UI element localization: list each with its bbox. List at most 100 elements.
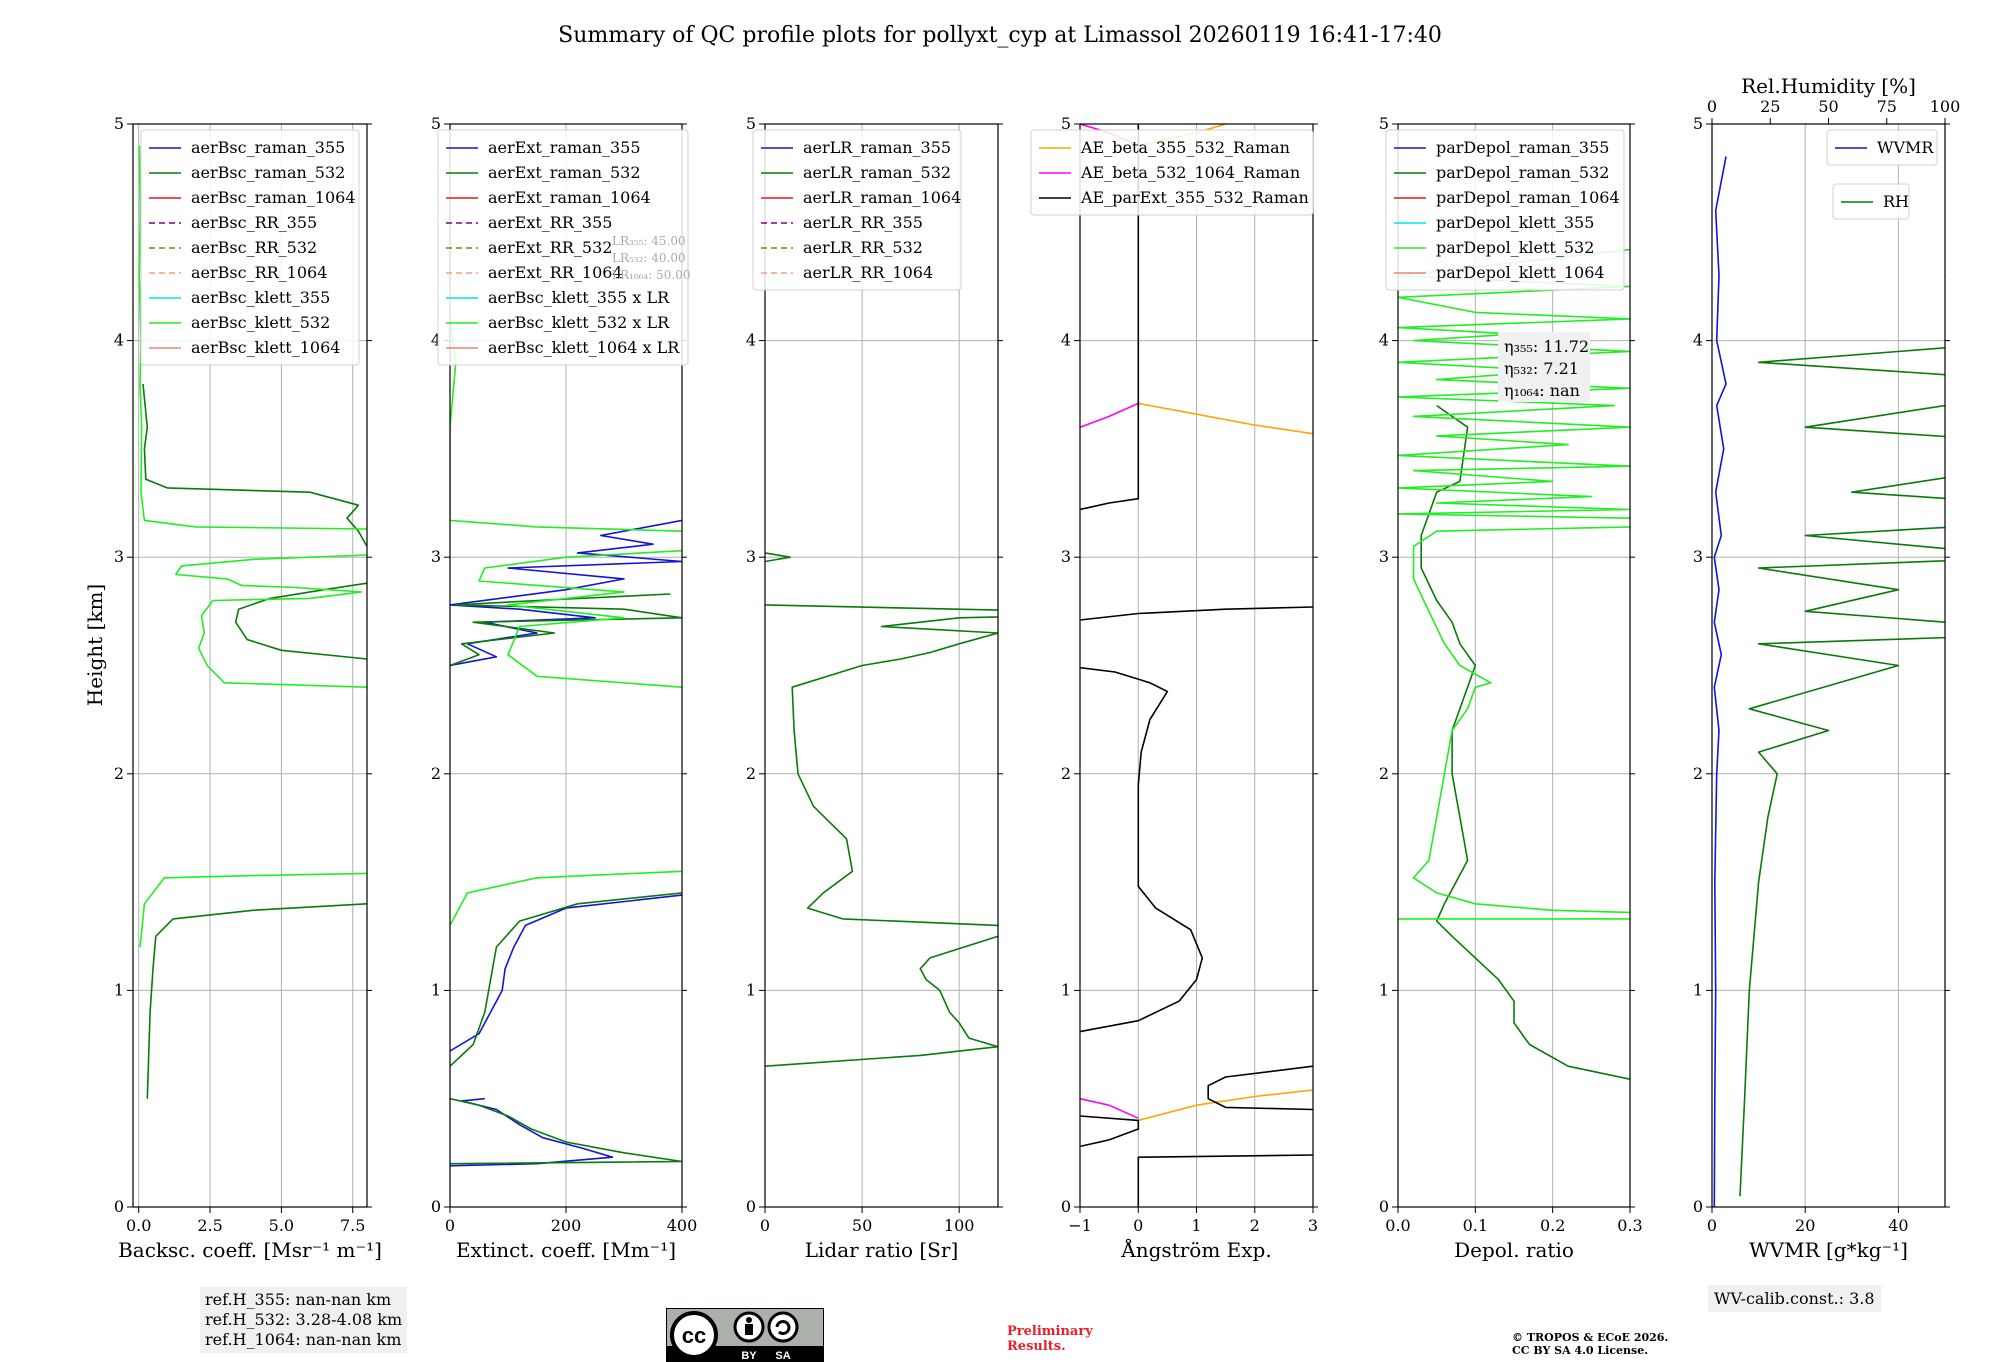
y-tick-label: 3: [1693, 547, 1703, 566]
series-line-AE_parExt_355_532_Raman: [1137, 1154, 1313, 1207]
x-tick-label: 400: [667, 1216, 698, 1235]
x-tick-label: 200: [551, 1216, 582, 1235]
x-tick-label: 50: [852, 1216, 872, 1235]
y-tick-label: 4: [1693, 331, 1703, 350]
legend-label: RH: [1883, 192, 1909, 211]
y-tick-label: 2: [1379, 764, 1389, 783]
y-tick-label: 4: [1061, 331, 1071, 350]
x-tick-label: 0.1: [1463, 1216, 1488, 1235]
y-tick-label: 1: [114, 980, 124, 999]
series-line-aerBsc_klett_532 x LR: [478, 549, 682, 688]
axes-frame: [132, 123, 368, 1208]
legend-label: parDepol_klett_532: [1436, 238, 1594, 257]
y-axis-label: Height [km]: [83, 584, 107, 706]
legend-label: aerExt_RR_1064: [488, 263, 623, 282]
series-line-aerBsc_raman_532: [234, 582, 367, 660]
y-tick-label: 3: [114, 547, 124, 566]
legend-label: aerExt_raman_1064: [488, 188, 651, 207]
legend-label: WVMR: [1877, 138, 1934, 157]
legend-ae: AE_beta_355_532_Raman AE_beta_532_1064_Ra…: [1030, 129, 1314, 216]
series-line-AE_parExt_355_532_Raman: [1080, 1115, 1140, 1148]
panel-wv: 0 20 40 0 1 2 3 4 5 WVMR [g*kg⁻¹] 0 25 50 75 100 Rel.Hu…: [1693, 74, 1960, 1262]
y-tick-label: 1: [431, 980, 441, 999]
legend-label: aerLR_raman_355: [803, 138, 951, 157]
annotation-box: [1498, 332, 1590, 402]
series-line-aerExt_raman_355: [450, 894, 682, 1052]
panel-bsc: 0.0 2.5 5.0 7.5 0 1 2 3 4 5 Backsc. coeff. [Msr⁻¹ …: [114, 114, 382, 1262]
y-tick-label: 4: [1379, 331, 1389, 350]
prelim-line-2: Results.: [1007, 1339, 1066, 1354]
legend-label: aerBsc_klett_355: [191, 288, 330, 307]
legend-rh: RH: [1832, 183, 1910, 220]
cc-logo-icon: [670, 1311, 718, 1359]
series-line-aerExt_raman_532: [450, 892, 682, 1067]
x-tick-label: 0.2: [1540, 1216, 1565, 1235]
series-line-AE_beta_355_532_Raman: [1138, 402, 1313, 435]
y-tick-label: 2: [1693, 764, 1703, 783]
legend-label: parDepol_raman_355: [1436, 138, 1609, 157]
legend-box: [752, 129, 962, 291]
y-tick-label: 1: [746, 980, 756, 999]
x-tick-label: 0: [760, 1216, 770, 1235]
legend-label: aerBsc_klett_532: [191, 313, 330, 332]
legend-label: parDepol_klett_1064: [1436, 263, 1605, 282]
series-line-AE_beta_532_1064_Raman: [1080, 402, 1139, 428]
y-tick-label: 0: [114, 1197, 124, 1216]
legend-box: [1826, 129, 1938, 166]
legend-label: aerBsc_RR_355: [191, 213, 317, 232]
series-line-aerLR_raman_532: [765, 604, 998, 927]
legend-label: aerLR_RR_532: [803, 238, 923, 257]
x-tick-label: 0: [1133, 1216, 1143, 1235]
y-tick-label: 0: [1061, 1197, 1071, 1216]
series-line-AE_parExt_355_532_Raman: [1080, 124, 1140, 511]
cc-logo-text: cc: [682, 1323, 706, 1348]
y-tick-label: 0: [431, 1197, 441, 1216]
legend-label: aerLR_raman_1064: [803, 188, 961, 207]
series-line-parDepol_klett_532: [1412, 526, 1630, 914]
axes-frame: [1397, 123, 1631, 1208]
series-line-AE_beta_355_532_Raman: [1138, 1089, 1313, 1122]
x-tick-label: 40: [1888, 1216, 1908, 1235]
x-tick-label: 20: [1795, 1216, 1815, 1235]
copyright-line-1: © TROPOS & ECoE 2026.: [1512, 1331, 1669, 1344]
series-line-aerExt_raman_532: [450, 1097, 682, 1165]
panel-ext: 0 200 400 0 1 2 3 4 5 Extinct. coeff. [Mm⁻¹] aerEx…: [431, 114, 697, 1262]
series-line-aerBsc_klett_532: [138, 145, 367, 530]
figure-title: Summary of QC profile plots for pollyxt_…: [558, 23, 1442, 48]
prelim-line-1: Preliminary: [1007, 1324, 1093, 1339]
x-axis-label: Lidar ratio [Sr]: [805, 1238, 959, 1262]
x-axis-label: Extinct. coeff. [Mm⁻¹]: [456, 1238, 676, 1262]
annotation-text: η₅₃₂: 7.21: [1504, 359, 1579, 378]
top-tick-label: 75: [1877, 97, 1897, 116]
x-tick-label: 100: [944, 1216, 975, 1235]
copyright-line-2: CC BY SA 4.0 License.: [1512, 1344, 1649, 1357]
y-tick-label: 1: [1061, 980, 1071, 999]
x-tick-label: 3: [1308, 1216, 1318, 1235]
y-tick-label: 4: [746, 331, 756, 350]
annotation-depol: η₃₅₅: 11.72 η₅₃₂: 7.21 η₁₀₆₄: nan: [1498, 332, 1590, 402]
series-line-AE_parExt_355_532_Raman: [1207, 1065, 1313, 1111]
legend-label: aerBsc_raman_532: [191, 163, 345, 182]
y-tick-label: 5: [1693, 114, 1703, 133]
x-tick-label: 0: [445, 1216, 455, 1235]
legend-ext: aerExt_raman_355 aerExt_raman_532 aerExt_r…: [437, 129, 689, 366]
preliminary-results-note: Preliminary Results.: [1007, 1324, 1093, 1354]
series-line-AE_parExt_355_532_Raman: [1080, 666, 1204, 1033]
y-tick-label: 3: [746, 547, 756, 566]
legend-label: aerBsc_RR_1064: [191, 263, 327, 282]
y-tick-label: 1: [1693, 980, 1703, 999]
ref-height-532: ref.H_532: 3.28-4.08 km: [205, 1310, 403, 1329]
x-tick-label: 2.5: [197, 1216, 222, 1235]
series-line-aerBsc_raman_532: [146, 903, 367, 1099]
series-line-RH: [1739, 274, 1945, 1197]
x-tick-label: 0.0: [126, 1216, 151, 1235]
x-axis-label: WVMR [g*kg⁻¹]: [1749, 1238, 1908, 1262]
y-tick-label: 3: [431, 547, 441, 566]
legend-label: aerBsc_raman_1064: [191, 188, 356, 207]
x-tick-label: 7.5: [340, 1216, 365, 1235]
annotation-text: η₁₀₆₄: nan: [1504, 381, 1580, 400]
legend-label: parDepol_klett_355: [1436, 213, 1594, 232]
legend-wvmr: WVMR: [1826, 129, 1938, 166]
series-line-aerBsc_raman_532: [142, 383, 367, 547]
